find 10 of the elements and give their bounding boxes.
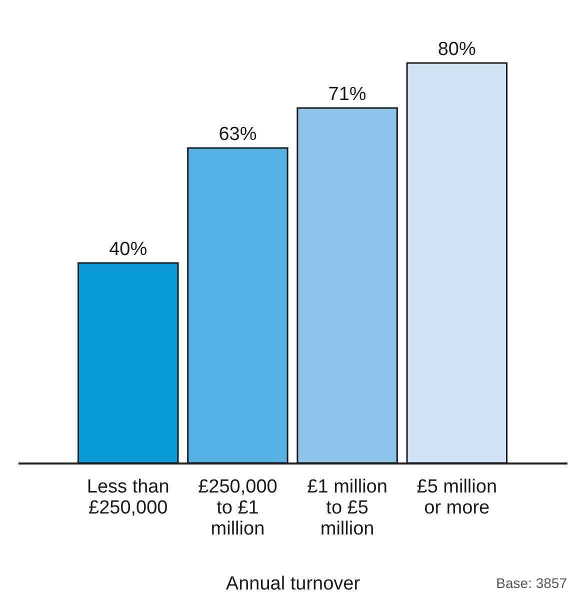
x-tick-label: £5 million or more [416,476,498,518]
x-tick-label: £1 million to £5 million [307,476,388,540]
x-tick-label: Less than £250,000 [86,476,170,518]
x-axis-title: Annual turnover [226,574,361,594]
data-label: 63% [218,124,257,145]
text: Base: 3857 [496,575,568,591]
data-label: 80% [438,39,476,60]
data-label: 40% [109,239,148,260]
x-tick-label: £250,000 to £1 million [198,476,278,540]
data-label: 71% [328,84,366,105]
